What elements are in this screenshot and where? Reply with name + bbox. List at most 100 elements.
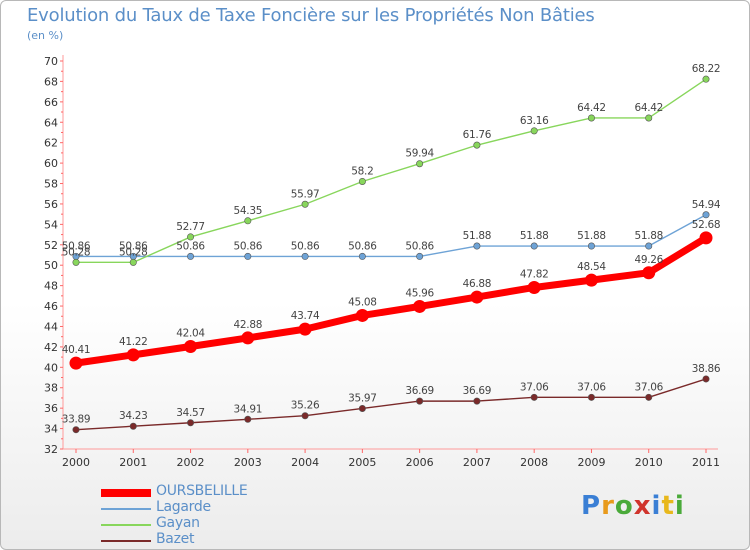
data-label-lagarde: 54.94 [692, 199, 721, 211]
y-tick-label: 44 [44, 320, 58, 333]
logo-letter: o [614, 491, 634, 521]
data-label-lagarde: 50.86 [176, 240, 205, 252]
y-tick-label: 34 [44, 423, 58, 436]
legend-label: Bazet [156, 531, 195, 547]
data-label-lagarde: 51.88 [577, 230, 606, 242]
data-labels: 50.86 50.86 50.86 50.86 50.86 50.86 50.86 51.88… [62, 63, 721, 426]
logo-letter: t [661, 491, 675, 521]
data-point-lagarde [530, 242, 538, 250]
data-point-oursbelille [69, 356, 83, 370]
data-point-bazet [645, 393, 653, 401]
data-point-oursbelille [241, 331, 255, 345]
data-label-oursbelille: 42.88 [234, 319, 263, 331]
legend-label: Gayan [156, 515, 200, 531]
data-label-gayan: 63.16 [520, 115, 549, 127]
data-label-bazet: 36.69 [405, 385, 434, 397]
data-label-bazet: 37.06 [577, 381, 606, 393]
data-point-oursbelille [470, 290, 484, 304]
y-tick-label: 38 [44, 382, 58, 395]
data-point-oursbelille [699, 231, 713, 245]
data-label-oursbelille: 46.88 [463, 278, 492, 290]
data-point-bazet [587, 393, 595, 401]
data-point-oursbelille [126, 348, 140, 362]
data-label-oursbelille: 48.54 [577, 261, 606, 273]
legend-swatch [101, 508, 151, 510]
data-point-gayan [187, 233, 195, 241]
data-label-bazet: 35.97 [348, 392, 377, 404]
data-label-lagarde: 51.88 [520, 230, 549, 242]
data-point-oursbelille [642, 266, 656, 280]
data-label-bazet: 33.89 [62, 414, 91, 426]
data-point-lagarde [587, 242, 595, 250]
data-point-lagarde [473, 242, 481, 250]
data-label-bazet: 34.91 [234, 403, 263, 415]
x-tick-label: 2001 [119, 456, 147, 469]
y-tick-label: 50 [44, 259, 58, 272]
logo-letter: i [651, 491, 662, 521]
legend-swatch [101, 524, 151, 526]
data-point-bazet [702, 375, 710, 383]
data-point-lagarde [358, 252, 366, 260]
data-label-oursbelille: 52.68 [692, 219, 721, 231]
y-tick-label: 32 [44, 443, 58, 456]
data-label-gayan: 58.2 [351, 165, 373, 177]
data-point-gayan [72, 258, 80, 266]
y-tick-label: 42 [44, 341, 58, 354]
data-point-gayan [587, 114, 595, 122]
data-label-gayan: 64.42 [577, 102, 606, 114]
series-line-gayan [75, 78, 707, 264]
data-point-lagarde [187, 252, 195, 260]
y-tick-label: 54 [44, 218, 58, 231]
y-tick-label: 48 [44, 280, 58, 293]
data-point-lagarde [416, 252, 424, 260]
y-tick-label: 36 [44, 402, 58, 415]
data-label-lagarde: 50.86 [62, 240, 91, 252]
x-tick-label: 2004 [291, 456, 319, 469]
data-label-gayan: 50.28 [119, 246, 148, 258]
y-tick-label: 40 [44, 361, 58, 374]
data-point-gayan [702, 75, 710, 83]
y-tick-label: 58 [44, 178, 58, 191]
data-label-lagarde: 51.88 [634, 230, 663, 242]
data-point-gayan [358, 177, 366, 185]
data-label-oursbelille: 43.74 [291, 310, 320, 322]
data-point-bazet [473, 397, 481, 405]
x-tick-label: 2006 [406, 456, 434, 469]
x-tick-label: 2010 [635, 456, 663, 469]
data-label-bazet: 36.69 [463, 385, 492, 397]
logo-letter: i [674, 491, 685, 521]
data-label-gayan: 52.77 [176, 221, 205, 233]
data-point-bazet [530, 393, 538, 401]
data-point-gayan [530, 127, 538, 135]
data-label-lagarde: 50.86 [348, 240, 377, 252]
series-line-oursbelille [72, 234, 710, 367]
data-point-oursbelille [184, 339, 198, 353]
x-tick-label: 2002 [177, 456, 205, 469]
y-tick-label: 68 [44, 75, 58, 88]
data-label-gayan: 59.94 [405, 148, 434, 160]
data-label-oursbelille: 42.04 [176, 327, 205, 339]
data-label-oursbelille: 47.82 [520, 268, 549, 280]
y-tick-label: 64 [44, 116, 58, 129]
y-tick-label: 60 [44, 157, 58, 170]
data-label-gayan: 54.35 [234, 205, 263, 217]
legend-swatch [101, 540, 151, 542]
x-tick-label: 2003 [234, 456, 262, 469]
data-label-bazet: 35.26 [291, 400, 320, 412]
data-label-bazet: 34.57 [176, 407, 205, 419]
y-tick-label: 52 [44, 239, 58, 252]
data-point-bazet [244, 415, 252, 423]
data-label-oursbelille: 45.08 [348, 296, 377, 308]
y-tick-label: 62 [44, 137, 58, 150]
data-point-gayan [416, 160, 424, 168]
data-point-bazet [301, 412, 309, 420]
data-label-bazet: 38.86 [692, 363, 721, 375]
y-tick-label: 46 [44, 300, 58, 313]
y-tick-label: 56 [44, 198, 58, 211]
data-label-oursbelille: 41.22 [119, 336, 148, 348]
legend-swatch [101, 489, 151, 497]
data-label-oursbelille: 40.41 [62, 344, 91, 356]
x-tick-label: 2005 [348, 456, 376, 469]
data-label-bazet: 37.06 [520, 381, 549, 393]
